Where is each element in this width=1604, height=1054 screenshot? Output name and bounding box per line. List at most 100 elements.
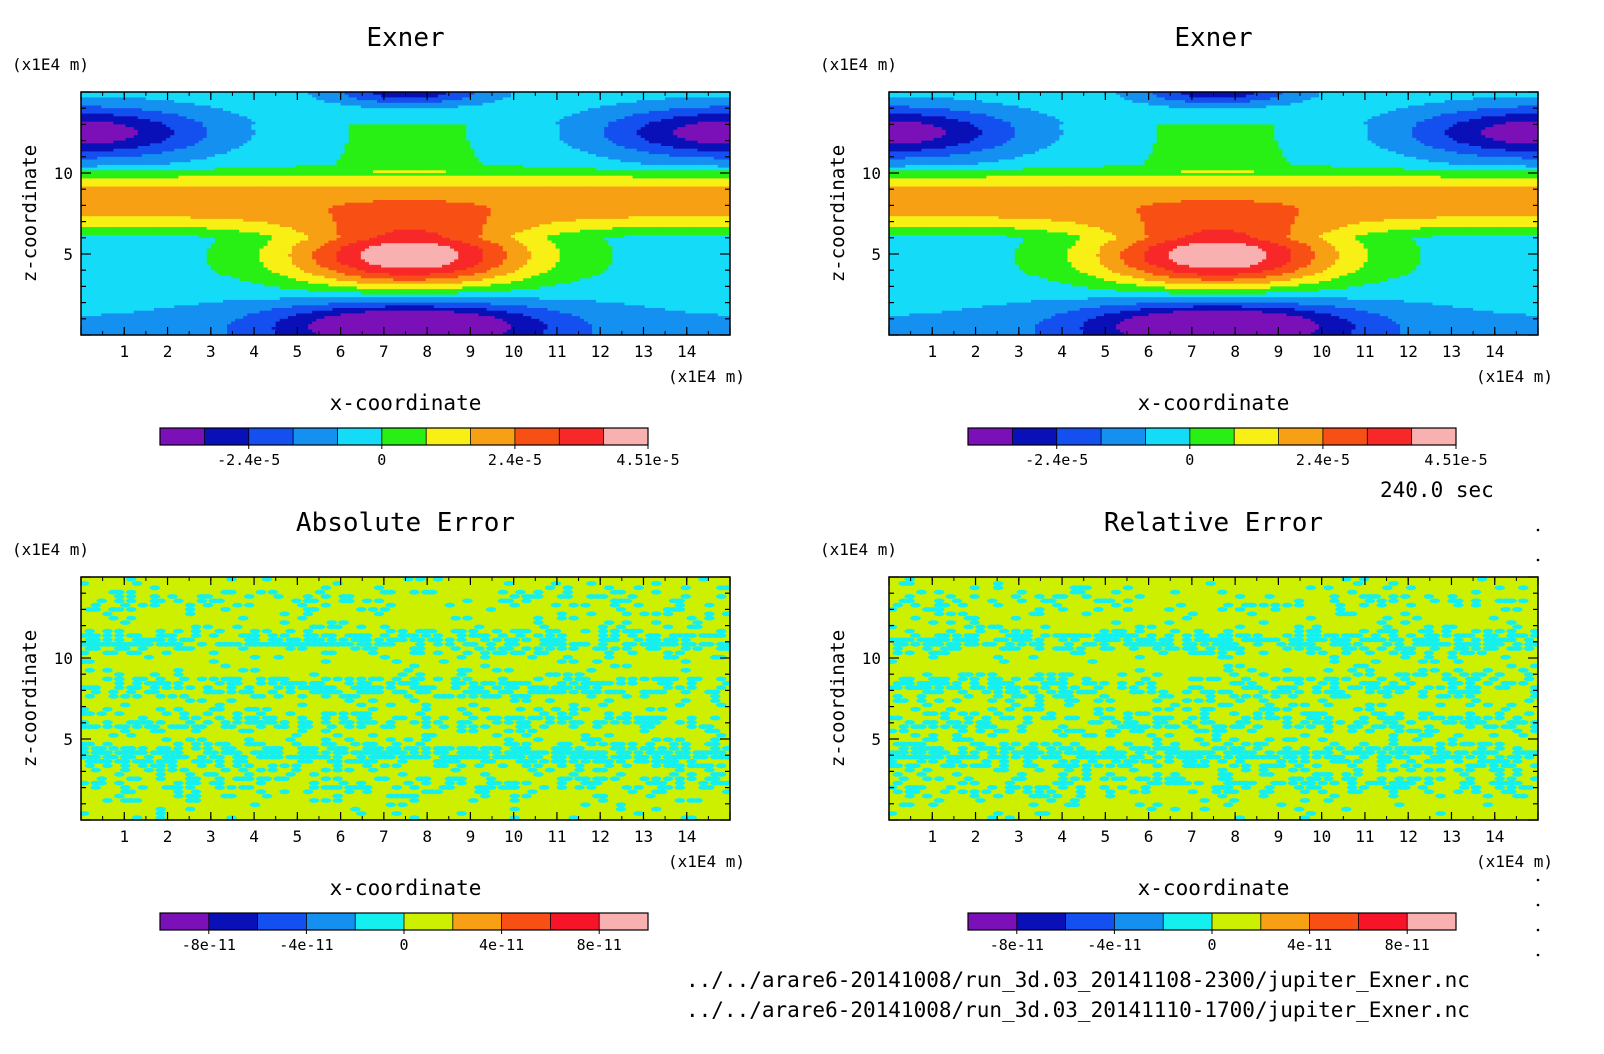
field-cell (97, 146, 102, 150)
field-cell (133, 94, 139, 98)
field-cell (145, 235, 151, 239)
field-cell (105, 210, 110, 215)
field-cell (154, 289, 159, 293)
field-cell (145, 92, 151, 96)
field-cell (129, 283, 135, 287)
field-cell (89, 213, 94, 217)
field-cell (137, 281, 143, 285)
field-cell (141, 278, 147, 282)
field-cell (113, 318, 119, 323)
field-cell (145, 321, 151, 325)
field-cell (89, 189, 94, 193)
field-cell (149, 100, 155, 104)
field-cell (154, 254, 159, 258)
field-cell (109, 232, 115, 236)
field-cell (105, 105, 110, 109)
field-cell (109, 326, 115, 331)
field-cell (129, 113, 135, 117)
field-cell (105, 264, 110, 269)
field-cell (81, 291, 86, 296)
field-cell (117, 245, 123, 250)
field-cell (145, 329, 151, 333)
field-cell (105, 119, 110, 123)
field-cell (133, 259, 139, 263)
field-cell (81, 313, 86, 317)
field-cell (121, 143, 127, 147)
field-cell (109, 186, 115, 190)
field-cell (121, 200, 127, 204)
field-cell (113, 326, 119, 331)
field-cell (125, 208, 131, 212)
field-cell (145, 197, 151, 201)
field-cell (121, 324, 127, 328)
field-cell (121, 205, 127, 209)
field-cell (85, 216, 90, 220)
field-cell (133, 237, 139, 242)
field-cell (97, 197, 102, 201)
field-cell (154, 240, 159, 244)
field-cell (149, 105, 155, 109)
field-cell (154, 316, 159, 320)
field-cell (97, 162, 102, 166)
field-cell (154, 227, 159, 231)
field-cell (117, 283, 123, 287)
field-cell (145, 135, 151, 139)
field-cell (125, 308, 131, 312)
field-cell (133, 256, 139, 260)
field-cell (101, 100, 106, 104)
field-cell (137, 264, 143, 269)
field-cell (145, 245, 151, 250)
field-cell (149, 143, 155, 147)
field-cell (93, 329, 98, 333)
field-cell (158, 102, 163, 107)
field-cell (101, 200, 106, 204)
field-cell (149, 148, 155, 152)
field-cell (145, 213, 151, 217)
field-cell (89, 308, 94, 312)
field-cell (125, 213, 131, 217)
field-cell (137, 124, 143, 128)
field-cell (133, 119, 139, 123)
field-cell (101, 308, 106, 312)
field-cell (97, 100, 102, 104)
field-cell (125, 305, 131, 309)
field-cell (117, 156, 123, 161)
field-cell (149, 183, 155, 188)
field-cell (93, 251, 98, 255)
field-cell (105, 170, 110, 174)
field-cell (85, 264, 90, 269)
field-cell (117, 102, 123, 107)
field-cell (125, 191, 131, 196)
field-cell (141, 272, 147, 277)
field-cell (141, 197, 147, 201)
field-cell (101, 272, 106, 277)
field-cell (97, 200, 102, 204)
field-cell (97, 205, 102, 209)
field-cell (137, 119, 143, 123)
field-cell (117, 321, 123, 325)
field-cell (121, 197, 127, 201)
field-cell (133, 129, 139, 134)
field-cell (117, 119, 123, 123)
field-cell (154, 329, 159, 333)
field-cell (129, 332, 135, 335)
field-cell (121, 102, 127, 107)
field-cell (121, 221, 127, 225)
field-cell (85, 267, 90, 271)
field-cell (154, 110, 159, 115)
field-cell (149, 119, 155, 123)
field-cell (129, 127, 135, 131)
field-cell (81, 113, 86, 117)
field-cell (141, 148, 147, 152)
field-cell (125, 119, 131, 123)
field-cell (154, 324, 159, 328)
field-cell (97, 178, 102, 182)
field-cell (109, 248, 115, 252)
field-cell (145, 297, 151, 301)
field-cell (125, 221, 131, 225)
field-cell (113, 132, 119, 136)
field-cell (154, 202, 159, 206)
field-cell (109, 92, 115, 96)
field-cell (125, 310, 131, 314)
